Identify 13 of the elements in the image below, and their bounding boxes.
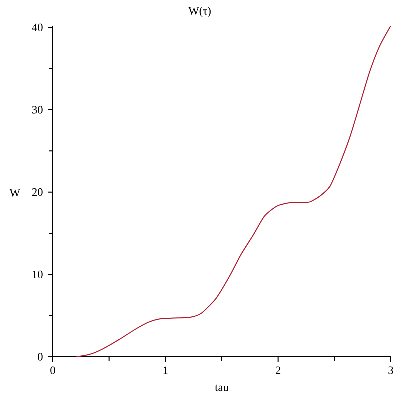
y-tick-label: 40 [32, 24, 43, 32]
y-tick-label: 10 [32, 270, 43, 278]
y-tick-label: 20 [32, 188, 43, 196]
chart-title: W(τ) [188, 6, 211, 18]
y-tick-label: 0 [38, 353, 43, 361]
x-tick-label: 1 [164, 366, 168, 374]
line-series [76, 26, 391, 357]
y-tick-label: 30 [32, 106, 43, 114]
y-axis-title: W [10, 189, 20, 197]
x-tick-label: 3 [388, 366, 394, 374]
x-tick-label: 2 [276, 366, 281, 374]
x-tick-label: 0 [50, 366, 56, 374]
x-axis-title: tau [215, 384, 229, 392]
